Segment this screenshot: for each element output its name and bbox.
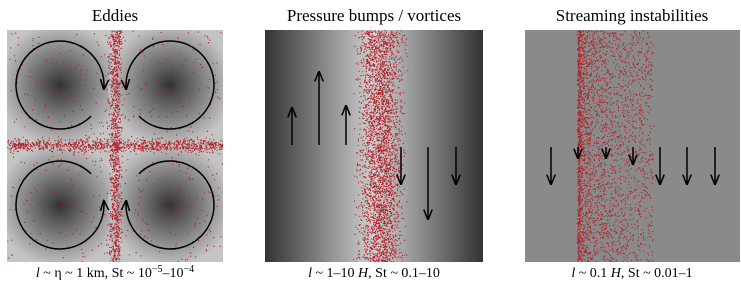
panel-caption: l ~ η ~ 1 km, St ~ 10−5–10−4	[36, 264, 194, 281]
panel-eddies	[0, 23, 232, 267]
panel-streaming	[525, 30, 740, 263]
panel-caption: l ~ 1–10 H, St ~ 0.1–10	[308, 266, 440, 281]
panel-title: Pressure bumps / vortices	[287, 6, 461, 25]
panel-title: Eddies	[92, 6, 138, 25]
figure: Eddies Pressure bumps / vortices Streami…	[0, 0, 741, 281]
panel-title: Streaming instabilities	[556, 6, 709, 25]
panel-caption: l ~ 0.1 H, St ~ 0.01–1	[571, 266, 692, 281]
panel-pressure-bumps	[265, 30, 483, 263]
